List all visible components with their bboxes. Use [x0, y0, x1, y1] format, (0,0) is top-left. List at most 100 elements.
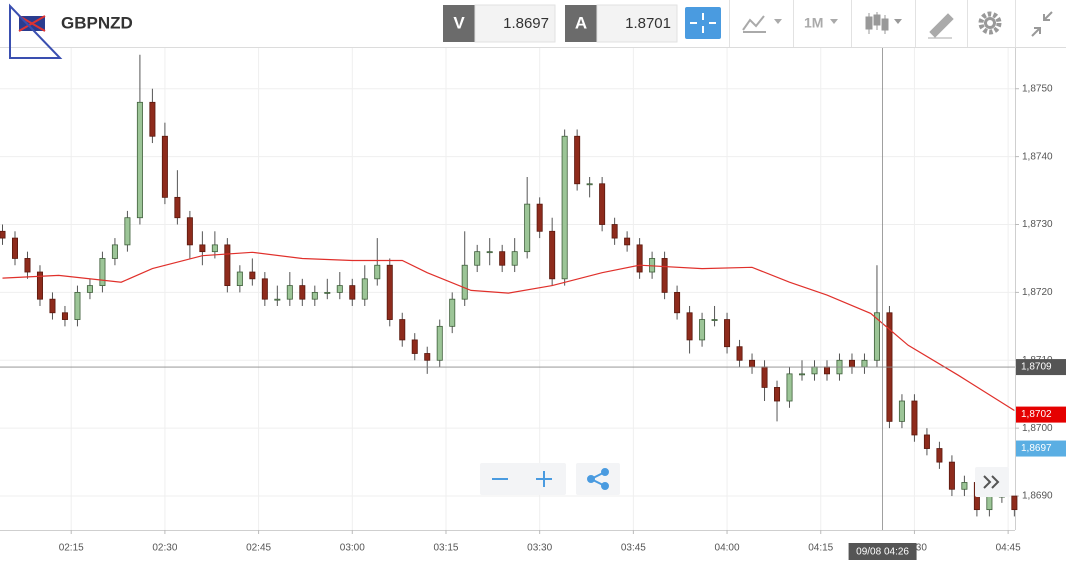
candle-body	[823, 366, 830, 375]
candle-body	[274, 298, 281, 301]
candle-body	[11, 237, 18, 259]
candle-body	[699, 319, 706, 341]
ask-box[interactable]	[596, 4, 678, 43]
bid-label: V	[453, 13, 465, 32]
ask-price: 1.8701	[625, 15, 671, 32]
candle-body	[774, 387, 781, 402]
candle-body	[499, 251, 506, 266]
x-tick-label: 02:45	[246, 543, 271, 554]
candle-body	[586, 183, 593, 186]
zoom-in-button[interactable]	[536, 471, 552, 487]
candle-body	[724, 319, 731, 348]
candle-body	[361, 278, 368, 300]
candle-body	[436, 325, 443, 361]
candle-body	[374, 264, 381, 280]
candle-body	[948, 461, 955, 490]
candle-body	[524, 203, 531, 253]
candle-body	[0, 230, 6, 239]
candle-body	[898, 400, 905, 422]
chart-type-button[interactable]	[742, 15, 782, 33]
crosshair-x-label: 09/08 04:26	[856, 547, 909, 558]
share-button[interactable]	[587, 468, 609, 490]
candle-body	[536, 203, 543, 232]
candle-body	[848, 359, 855, 368]
bid-price: 1.8697	[503, 15, 549, 32]
candle-body	[686, 312, 693, 341]
timeframe-button[interactable]: 1M	[804, 15, 838, 31]
candle-body	[61, 312, 68, 320]
y-tick-label: 1,8740	[1022, 151, 1053, 162]
candle-body	[236, 271, 243, 287]
candle-body	[49, 298, 56, 314]
drawing-triangle	[9, 3, 63, 59]
price-marker	[1016, 406, 1066, 423]
candle-body	[574, 135, 581, 185]
candle-body	[449, 298, 456, 327]
candle-body	[249, 271, 256, 280]
candle-body	[736, 346, 743, 361]
price-marker-label: 1,8702	[1021, 409, 1052, 420]
candle-body	[936, 448, 943, 463]
plot	[0, 48, 1018, 530]
candle-body	[386, 264, 393, 320]
x-tick-label: 04:15	[808, 543, 833, 554]
candle-body	[336, 285, 343, 293]
candle-body	[424, 353, 431, 361]
labels: 1,86901,87001,87101,87201,87301,87401,87…	[59, 83, 1066, 560]
candle-body	[86, 285, 93, 293]
candle-body	[36, 271, 43, 300]
candle-body	[786, 373, 793, 402]
candle-body	[161, 135, 168, 198]
candle-body	[24, 258, 31, 273]
candle-body	[286, 285, 293, 300]
candle-body	[211, 244, 218, 253]
candle-body	[299, 285, 306, 300]
candle-body	[324, 291, 331, 294]
candle-body	[99, 258, 106, 287]
bid-box[interactable]	[474, 4, 556, 43]
candle-body	[311, 291, 318, 300]
y-tick-label: 1,8690	[1022, 491, 1053, 502]
timeframe: 1M	[804, 15, 823, 31]
candle-body	[599, 183, 606, 225]
candle-body	[711, 319, 718, 321]
x-tick-label: 03:00	[340, 543, 365, 554]
candle-body	[611, 224, 618, 239]
candle-body	[799, 373, 806, 376]
candle-body	[761, 366, 768, 388]
candle-body	[661, 258, 668, 293]
symbol: GBPNZD	[61, 13, 133, 32]
scroll-right-button[interactable]	[983, 475, 1000, 489]
x-tick-label: 02:30	[152, 543, 177, 554]
candle-body	[486, 251, 493, 254]
price-marker-label: 1,8697	[1021, 443, 1052, 454]
draw-tool-button[interactable]	[928, 13, 954, 39]
share-control	[576, 463, 620, 495]
settings-button[interactable]	[978, 11, 1002, 35]
candle-body	[199, 244, 206, 253]
candle-body	[74, 291, 81, 320]
candle-body	[349, 285, 356, 300]
crosshair-y-box	[1016, 359, 1066, 376]
candle-body	[749, 359, 756, 368]
scroll-right-control	[975, 467, 1009, 497]
y-tick-label: 1,8720	[1022, 287, 1053, 298]
crosshair-icon	[690, 13, 716, 33]
ask-button[interactable]	[565, 5, 597, 42]
x-tick-label: 03:45	[621, 543, 646, 554]
moving-average-line	[2, 251, 1015, 412]
candle-body	[511, 251, 518, 266]
bid-button[interactable]	[443, 5, 475, 42]
candle-body	[811, 366, 818, 375]
candle-body	[961, 482, 968, 490]
crosshair-button[interactable]	[685, 7, 721, 39]
candle-body	[986, 495, 993, 511]
x-tick-label: 03:30	[527, 543, 552, 554]
candle-body	[636, 244, 643, 273]
collapse-button[interactable]	[1031, 11, 1053, 37]
toolbar-separators	[729, 0, 1016, 47]
candle-body	[861, 359, 868, 368]
candle-type-button[interactable]	[865, 12, 902, 34]
